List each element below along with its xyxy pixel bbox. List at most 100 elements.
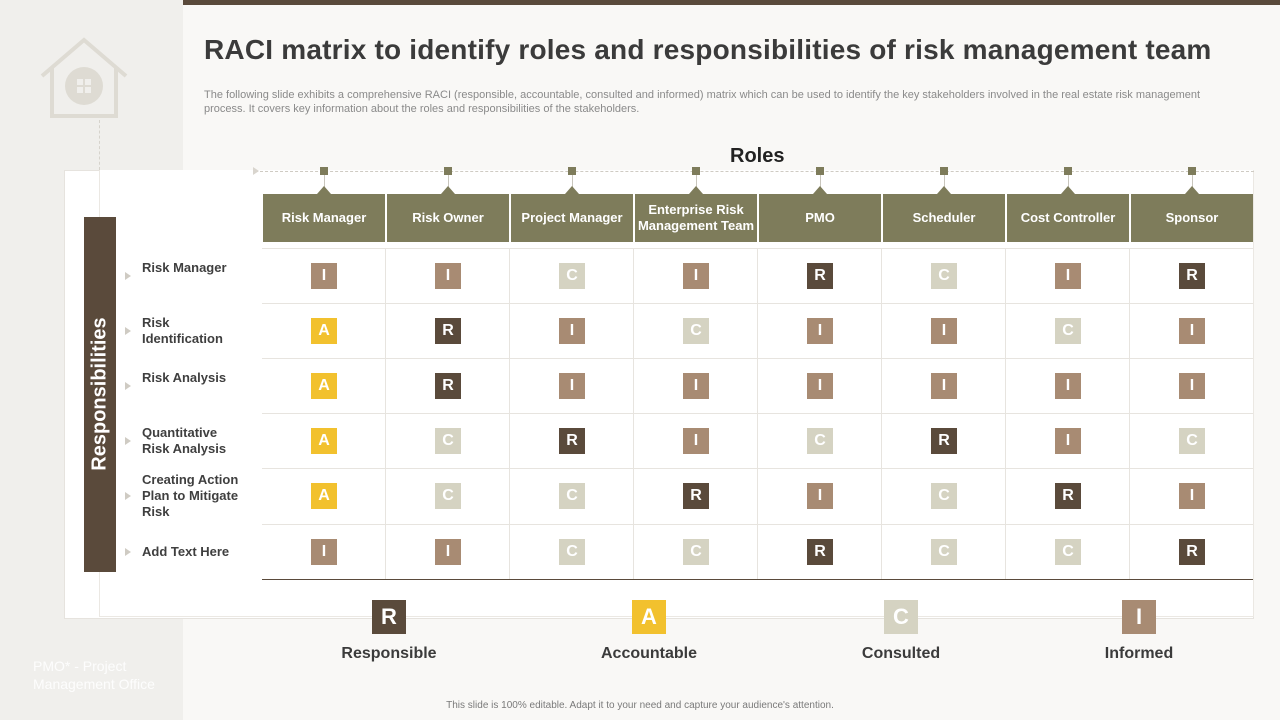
raci-cell: I (1055, 427, 1081, 454)
role-connector-dot (1064, 167, 1072, 175)
role-connector-line (572, 175, 573, 187)
raci-cell: I (435, 262, 461, 289)
legend-swatch: R (372, 600, 406, 634)
raci-cell: I (931, 317, 957, 344)
responsibility-label: Risk Identification (142, 314, 223, 346)
legend-label: Accountable (600, 645, 698, 662)
role-pointer-icon (813, 186, 827, 194)
legend-label: Consulted (861, 645, 941, 662)
raci-cell: I (683, 427, 709, 454)
grid-col-divider (1005, 248, 1006, 579)
role-pointer-icon (689, 186, 703, 194)
responsibility-label: Add Text Here (142, 543, 230, 559)
bottom-note: This slide is 100% editable. Adapt it to… (446, 700, 834, 711)
legend-label: Informed (1104, 645, 1174, 662)
raci-cell: A (311, 427, 337, 454)
bullet-arrow-icon (125, 326, 131, 335)
role-pointer-icon (937, 186, 951, 194)
legend-swatch: C (884, 600, 918, 634)
role-pointer-icon (317, 186, 331, 194)
raci-cell: I (1055, 262, 1081, 289)
raci-cell: I (435, 538, 461, 565)
roles-dotted-line (255, 171, 1254, 172)
responsibility-label: Quantitative Risk Analysis (142, 424, 227, 456)
raci-cell: I (311, 262, 337, 289)
raci-cell: R (1179, 538, 1205, 565)
raci-cell: C (931, 262, 957, 289)
role-pointer-icon (1061, 186, 1075, 194)
raci-cell: R (559, 427, 585, 454)
legend-label: Responsible (341, 645, 437, 662)
role-connector-line (1192, 175, 1193, 187)
legend-swatch: A (632, 600, 666, 634)
grid-col-divider (757, 248, 758, 579)
raci-cell: C (931, 482, 957, 509)
raci-cell: I (1179, 372, 1205, 399)
grid-col-divider (1129, 248, 1130, 579)
bullet-arrow-icon (125, 271, 131, 280)
raci-cell: C (559, 482, 585, 509)
raci-cell: C (435, 427, 461, 454)
role-header: Project Manager (511, 194, 633, 242)
role-connector-line (820, 175, 821, 187)
raci-cell: C (559, 262, 585, 289)
grid-col-divider (385, 248, 386, 579)
raci-cell: I (559, 317, 585, 344)
raci-cell: R (435, 317, 461, 344)
responsibility-label: Creating Action Plan to Mitigate Risk (142, 471, 239, 519)
raci-cell: R (931, 427, 957, 454)
page-title: RACI matrix to identify roles and respon… (204, 34, 1212, 65)
role-header: Cost Controller (1007, 194, 1129, 242)
raci-cell: R (807, 538, 833, 565)
role-connector-line (1068, 175, 1069, 187)
raci-cell: R (1055, 482, 1081, 509)
raci-cell: I (1179, 317, 1205, 344)
raci-cell: I (1179, 482, 1205, 509)
role-connector-dot (320, 167, 328, 175)
bullet-arrow-icon (125, 547, 131, 556)
grid-col-divider (633, 248, 634, 579)
role-header: Sponsor (1131, 194, 1253, 242)
role-pointer-icon (565, 186, 579, 194)
footnote-pmo: PMO* - Project Management Office (33, 658, 155, 692)
raci-cell: I (807, 372, 833, 399)
raci-cell: R (435, 372, 461, 399)
role-connector-line (324, 175, 325, 187)
roles-title: Roles (730, 145, 785, 167)
role-connector-dot (444, 167, 452, 175)
raci-cell: I (1055, 372, 1081, 399)
grid-col-divider (881, 248, 882, 579)
responsibility-label: Risk Manager (142, 259, 227, 275)
role-pointer-icon (1185, 186, 1199, 194)
raci-cell: C (435, 482, 461, 509)
bullet-arrow-icon (125, 436, 131, 445)
raci-cell: A (311, 482, 337, 509)
responsibility-label: Risk Analysis (142, 369, 227, 385)
role-connector-line (944, 175, 945, 187)
raci-cell: C (931, 538, 957, 565)
decor-dotted-line (99, 120, 100, 170)
role-header: Risk Manager (263, 194, 385, 242)
raci-cell: I (683, 372, 709, 399)
raci-cell: I (683, 262, 709, 289)
raci-cell: I (311, 538, 337, 565)
role-header: PMO (759, 194, 881, 242)
responsibilities-bar (84, 217, 116, 572)
role-header: Risk Owner (387, 194, 509, 242)
role-pointer-icon (441, 186, 455, 194)
role-connector-line (696, 175, 697, 187)
raci-cell: I (807, 482, 833, 509)
grid-bottom-line (262, 579, 1253, 580)
raci-cell: C (1055, 538, 1081, 565)
top-accent-bar (183, 0, 1280, 5)
dotted-arrow-icon (253, 167, 259, 175)
raci-cell: C (683, 538, 709, 565)
raci-cell: C (683, 317, 709, 344)
role-connector-dot (568, 167, 576, 175)
raci-cell: C (1179, 427, 1205, 454)
role-connector-dot (692, 167, 700, 175)
raci-cell: C (559, 538, 585, 565)
raci-cell: A (311, 317, 337, 344)
page-subtitle: The following slide exhibits a comprehen… (204, 89, 1201, 115)
raci-cell: R (807, 262, 833, 289)
